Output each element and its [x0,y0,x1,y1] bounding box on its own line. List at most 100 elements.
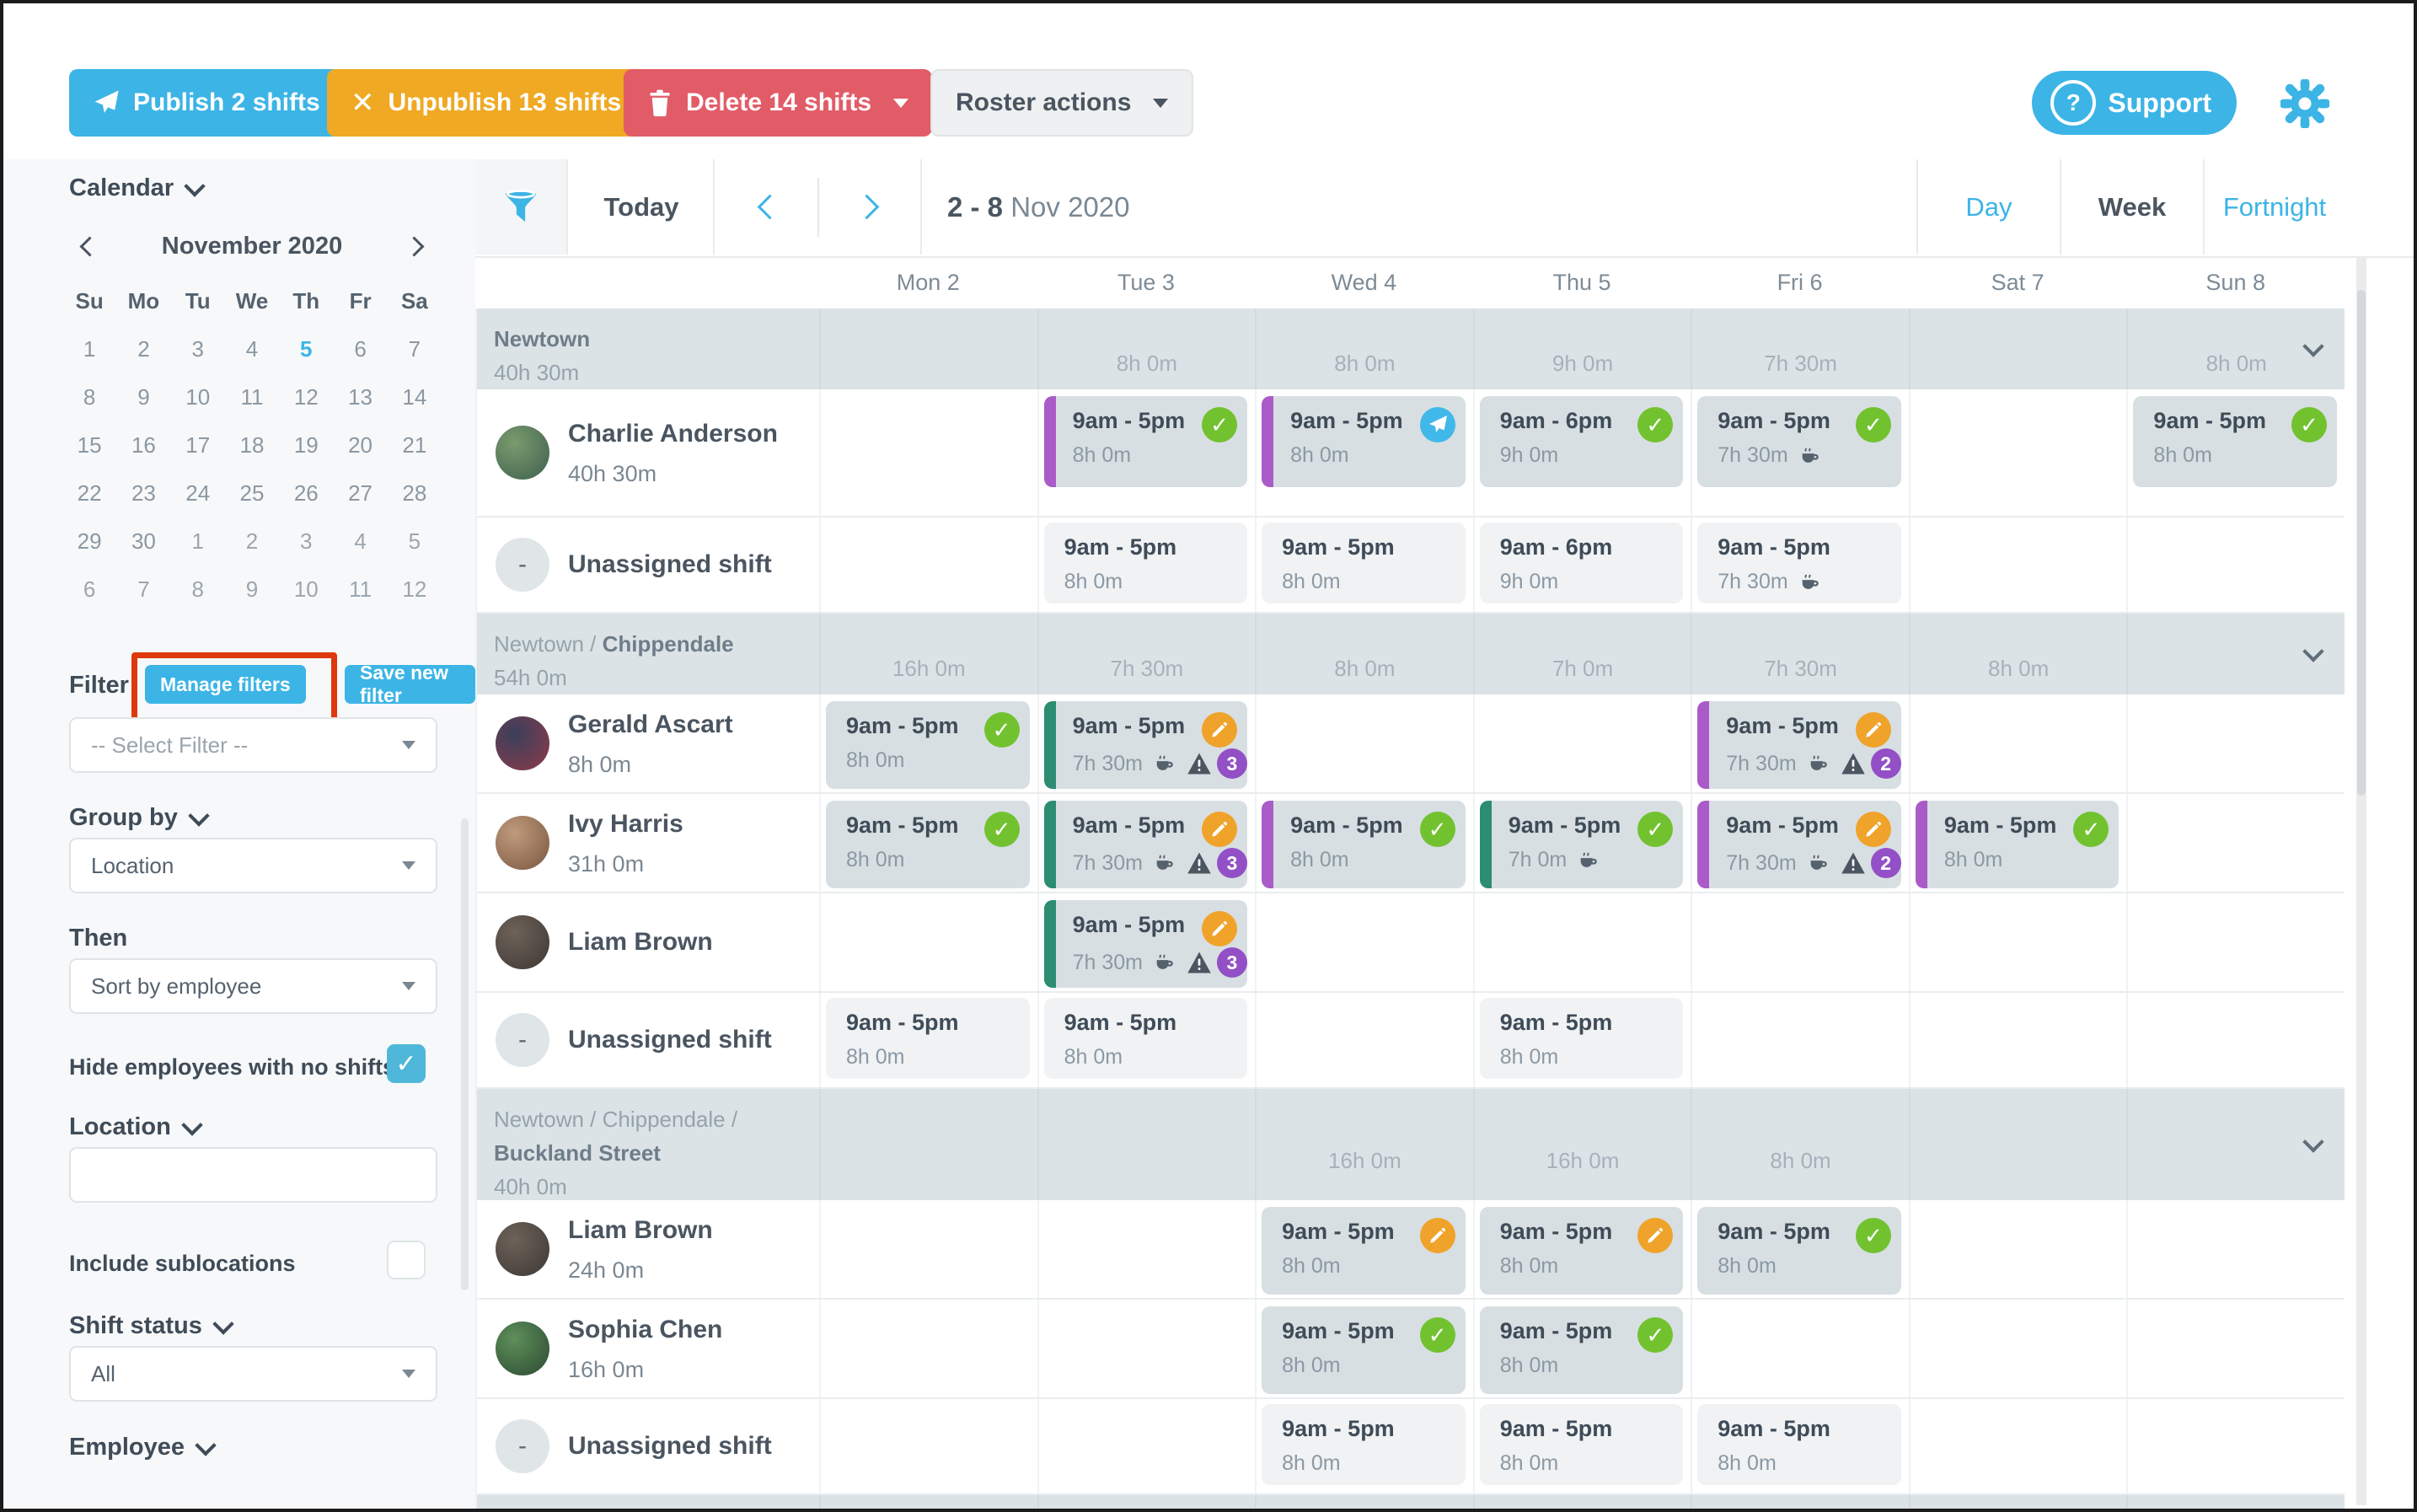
day-cell[interactable] [2126,694,2345,792]
day-cell[interactable] [1908,1300,2127,1397]
day-cell[interactable]: 9am - 5pm 8h 0m ✓ [2126,389,2345,516]
mini-calendar-day[interactable]: 11 [240,384,264,410]
day-cell[interactable] [819,517,1037,612]
group-by-dropdown[interactable]: Location [69,838,437,893]
shift-card[interactable]: 9am - 5pm 8h 0m ✓ [1697,1207,1901,1295]
today-button[interactable]: Today [570,159,715,255]
mini-calendar-day[interactable]: 7 [137,576,150,602]
day-cell[interactable]: 9am - 5pm 7h 30m [1691,517,1909,612]
mini-calendar-day[interactable]: 10 [185,384,211,410]
shift-card[interactable]: 9am - 5pm 7h 30m 3 [1043,701,1248,789]
day-cell[interactable]: 9am - 5pm 7h 30m 3 [1037,794,1256,892]
day-cell[interactable]: 9am - 5pm 8h 0m ✓ [1908,794,2127,892]
day-cell[interactable]: 9am - 6pm 9h 0m ✓ [1472,389,1691,516]
day-cell[interactable]: 9am - 5pm 8h 0m ✓ [1255,1300,1473,1397]
day-cell[interactable] [1908,1200,2127,1298]
shift-card[interactable]: 9am - 5pm 8h 0m ✓ [1479,1306,1684,1394]
mini-calendar-day[interactable]: 14 [402,384,427,410]
day-cell[interactable]: 9am - 5pm 8h 0m [1691,1399,1909,1493]
support-button[interactable]: ? Support [2032,71,2237,135]
day-cell[interactable]: 9am - 5pm 7h 30m 3 [1037,694,1256,792]
shift-card[interactable]: 9am - 5pm 8h 0m [1479,1207,1684,1295]
shift-card[interactable]: 9am - 5pm 7h 30m 2 [1697,701,1901,789]
include-sublocations-checkbox[interactable] [387,1241,426,1279]
day-cell[interactable] [819,1200,1037,1298]
settings-gear-icon[interactable] [2280,79,2329,128]
publish-shifts-button[interactable]: Publish 2 shifts [69,69,344,137]
next-week-icon[interactable] [854,194,880,220]
shift-card[interactable]: 9am - 5pm 8h 0m [1262,1404,1466,1485]
mini-calendar-day[interactable]: 24 [185,480,211,506]
tab-fortnight[interactable]: Fortnight [2203,159,2345,255]
shift-card[interactable]: 9am - 5pm 8h 0m ✓ [1043,396,1248,487]
day-cell[interactable]: 9am - 5pm 7h 30m ✓ [1691,389,1909,516]
day-cell[interactable] [1691,1300,1909,1397]
shift-card[interactable]: 9am - 5pm 7h 30m [1697,523,1901,603]
day-cell[interactable] [1472,694,1691,792]
mini-calendar-day[interactable]: 4 [354,528,367,554]
day-cell[interactable] [1908,993,2127,1087]
day-cell[interactable] [1908,694,2127,792]
day-cell[interactable]: 9am - 5pm 7h 0m ✓ [1472,794,1691,892]
vertical-scrollbar[interactable] [2356,256,2366,1505]
shift-status-dropdown[interactable]: All [69,1346,437,1402]
shift-status-section-toggle[interactable]: Shift status [69,1312,234,1340]
mini-calendar-day[interactable]: 15 [77,432,102,458]
scrollbar-thumb[interactable] [2357,290,2366,796]
group-by-section-toggle[interactable]: Group by [69,804,210,832]
shift-card[interactable]: 9am - 5pm 7h 30m 3 [1043,900,1248,988]
mini-calendar-day[interactable]: 4 [245,336,259,362]
mini-calendar-day[interactable]: 12 [402,576,427,602]
filter-funnel-button[interactable] [475,159,568,255]
mini-calendar-day[interactable]: 27 [348,480,373,506]
day-cell[interactable]: 9am - 5pm 8h 0m [1255,1399,1473,1493]
day-cell[interactable]: 9am - 5pm 7h 30m 2 [1691,794,1909,892]
employee-section-toggle[interactable]: Employee [69,1434,217,1461]
shift-card[interactable]: 9am - 5pm 8h 0m [1262,523,1466,603]
day-cell[interactable] [1908,389,2127,516]
day-cell[interactable] [2126,1300,2345,1397]
shift-card[interactable]: 9am - 5pm 8h 0m [1479,998,1684,1079]
shift-card[interactable]: 9am - 5pm 8h 0m ✓ [2133,396,2337,487]
shift-card[interactable]: 9am - 5pm 7h 30m 3 [1043,801,1248,888]
day-cell[interactable] [819,1399,1037,1493]
day-cell[interactable] [1037,1200,1256,1298]
mini-calendar-day[interactable]: 6 [83,576,96,602]
shift-card[interactable]: 9am - 5pm 8h 0m [1479,1404,1684,1485]
mini-calendar-day[interactable]: 8 [191,576,204,602]
day-cell[interactable]: 9am - 5pm 8h 0m [1255,1200,1473,1298]
day-cell[interactable]: 9am - 5pm 7h 30m 2 [1691,694,1909,792]
manage-filters-button[interactable]: Manage filters [145,665,306,704]
day-cell[interactable] [819,1300,1037,1397]
unpublish-shifts-button[interactable]: ✕ Unpublish 13 shifts [327,69,646,137]
day-cell[interactable]: 9am - 5pm 7h 30m 3 [1037,893,1256,991]
mini-calendar-day[interactable]: 5 [408,528,421,554]
mini-calendar-day[interactable]: 10 [293,576,319,602]
shift-card[interactable]: 9am - 5pm 8h 0m [1262,396,1466,487]
mini-calendar-day[interactable]: 30 [131,528,156,554]
shift-card[interactable]: 9am - 5pm 8h 0m ✓ [1915,801,2120,888]
day-cell[interactable] [1255,694,1473,792]
mini-calendar-day[interactable]: 25 [239,480,265,506]
caret-down-icon[interactable] [893,98,909,108]
shift-card[interactable]: 9am - 5pm 8h 0m [826,998,1030,1079]
shift-card[interactable]: 9am - 5pm 8h 0m [1262,1207,1466,1295]
mini-calendar-day[interactable]: 2 [245,528,259,554]
day-cell[interactable] [2126,794,2345,892]
shift-card[interactable]: 9am - 5pm 8h 0m ✓ [1262,801,1466,888]
calendar-section-toggle[interactable]: Calendar [69,174,206,202]
mini-calendar-day[interactable]: 9 [137,384,150,410]
day-cell[interactable] [1908,893,2127,991]
mini-calendar-day[interactable]: 21 [402,432,427,458]
mini-calendar-day[interactable]: 23 [131,480,156,506]
day-cell[interactable] [1691,993,1909,1087]
day-cell[interactable]: 9am - 5pm 8h 0m ✓ [819,794,1037,892]
mini-calendar-day[interactable]: 26 [293,480,319,506]
day-cell[interactable]: 9am - 5pm 8h 0m ✓ [1691,1200,1909,1298]
day-cell[interactable]: 9am - 5pm 8h 0m ✓ [1037,389,1256,516]
hide-no-shifts-checkbox[interactable]: ✓ [387,1044,426,1083]
day-cell[interactable]: 9am - 5pm 8h 0m [819,993,1037,1087]
day-cell[interactable] [1472,893,1691,991]
shift-card[interactable]: 9am - 5pm 7h 0m ✓ [1479,801,1684,888]
shift-card[interactable]: 9am - 6pm 9h 0m ✓ [1479,396,1684,487]
